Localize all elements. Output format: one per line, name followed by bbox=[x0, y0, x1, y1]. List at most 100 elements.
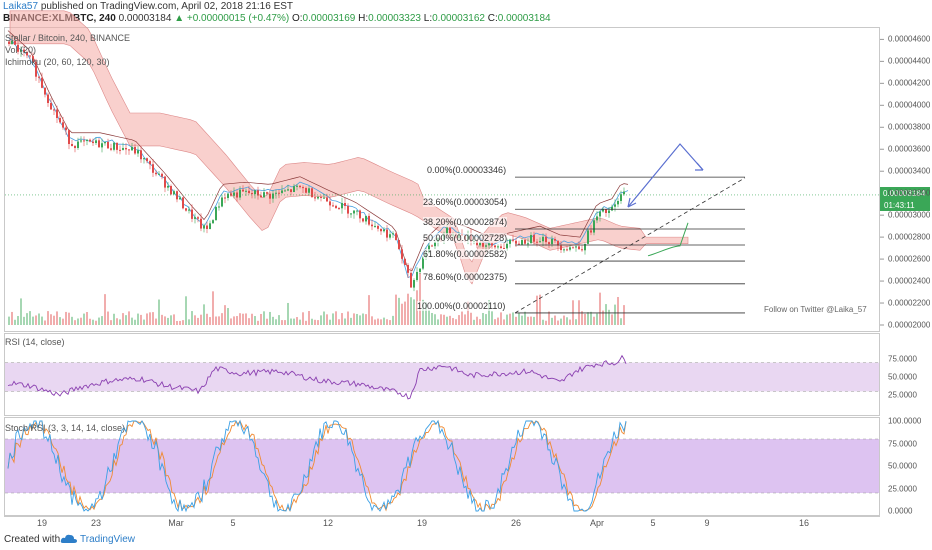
price-axis-label: 0.00002800 bbox=[888, 232, 931, 242]
volume-bar bbox=[293, 318, 295, 325]
volume-bar bbox=[284, 320, 286, 325]
candle-body bbox=[503, 247, 505, 249]
stoch-d-line bbox=[7, 419, 627, 512]
volume-bar bbox=[173, 314, 175, 325]
candle-body bbox=[434, 241, 436, 247]
candle-body bbox=[602, 209, 604, 212]
volume-bar bbox=[83, 313, 85, 325]
candle-body bbox=[215, 206, 217, 221]
stoch-axis-label: 0.0000 bbox=[888, 506, 913, 516]
time-axis-label: 12 bbox=[322, 518, 334, 528]
price-axis-label: 0.00002400 bbox=[888, 276, 931, 286]
candle-body bbox=[317, 196, 319, 199]
volume-bar bbox=[251, 313, 253, 325]
volume-bar bbox=[623, 305, 625, 325]
volume-bar bbox=[278, 315, 280, 325]
rsi-pane[interactable] bbox=[4, 333, 880, 416]
volume-bar bbox=[344, 318, 346, 325]
tradingview-brand[interactable]: TradingView bbox=[80, 534, 136, 545]
volume-bar bbox=[74, 320, 76, 325]
volume-bar bbox=[419, 272, 421, 325]
fib-level-label: 100.00%(0.00002110) bbox=[417, 300, 506, 311]
volume-bar bbox=[608, 309, 610, 325]
candle-body bbox=[272, 193, 274, 199]
volume-bar bbox=[59, 317, 61, 325]
candle-body bbox=[203, 225, 205, 229]
high-label: H: bbox=[358, 13, 369, 24]
volume-bar bbox=[314, 319, 316, 325]
price-axis-label: 0.00002200 bbox=[888, 298, 931, 308]
volume-bar bbox=[617, 296, 619, 325]
volume-bar bbox=[548, 311, 550, 325]
candle-body bbox=[560, 245, 562, 251]
volume-bar bbox=[335, 311, 337, 325]
candle-body bbox=[248, 190, 250, 194]
candle-body bbox=[413, 280, 415, 288]
volume-bar bbox=[593, 316, 595, 325]
candle-body bbox=[128, 149, 130, 151]
stoch-k-line bbox=[7, 419, 627, 513]
volume-bar bbox=[461, 311, 463, 325]
candle-body bbox=[572, 247, 574, 249]
candle-body bbox=[230, 193, 232, 196]
volume-bar bbox=[395, 294, 397, 325]
volume-bar bbox=[620, 318, 622, 325]
volume-bar bbox=[536, 295, 538, 325]
volume-bar bbox=[530, 316, 532, 325]
candle-body bbox=[185, 208, 187, 211]
volume-bar bbox=[398, 297, 400, 325]
rsi-axis-label: 75.0000 bbox=[888, 354, 917, 364]
volume-bar bbox=[209, 317, 211, 325]
volume-bar bbox=[263, 311, 265, 325]
volume-bar bbox=[224, 305, 226, 325]
candle-body bbox=[533, 235, 535, 242]
volume-bar bbox=[338, 319, 340, 325]
volume-bar bbox=[89, 318, 91, 325]
volume-bar bbox=[77, 318, 79, 325]
candle-body bbox=[350, 213, 352, 215]
volume-bar bbox=[47, 311, 49, 325]
volume-bar bbox=[191, 311, 193, 325]
candle-body bbox=[212, 220, 214, 224]
candle-body bbox=[116, 142, 118, 150]
volume-bar bbox=[242, 313, 244, 325]
candle-body bbox=[335, 205, 337, 209]
volume-bar bbox=[356, 313, 358, 325]
candle-body bbox=[239, 189, 241, 198]
volume-bar bbox=[599, 292, 601, 325]
stoch-rsi-pane[interactable] bbox=[4, 417, 880, 516]
volume-bar bbox=[53, 315, 55, 325]
volume-bar bbox=[17, 316, 19, 325]
volume-bar bbox=[467, 301, 469, 325]
candle-body bbox=[494, 245, 496, 248]
candle-body bbox=[401, 249, 403, 259]
candle-body bbox=[590, 230, 592, 233]
candle-body bbox=[89, 139, 91, 142]
volume-bar bbox=[98, 317, 100, 325]
volume-bar bbox=[482, 312, 484, 325]
candle-body bbox=[371, 224, 373, 227]
volume-bar bbox=[71, 316, 73, 325]
volume-bar bbox=[281, 320, 283, 325]
candle-body bbox=[557, 240, 559, 246]
candle-body bbox=[149, 161, 151, 165]
time-axis[interactable] bbox=[4, 516, 880, 517]
candle-body bbox=[536, 241, 538, 243]
volume-bar bbox=[512, 312, 514, 325]
volume-bar bbox=[407, 293, 409, 325]
candle-body bbox=[32, 56, 34, 62]
price-pane[interactable] bbox=[4, 27, 880, 332]
volume-bar bbox=[590, 311, 592, 325]
time-axis-label: 16 bbox=[798, 518, 810, 528]
volume-bar bbox=[503, 319, 505, 325]
author-link[interactable]: Laika57 bbox=[3, 1, 39, 12]
volume-bar bbox=[410, 297, 412, 325]
ichimoku-cloud bbox=[9, 10, 689, 285]
volume-bar bbox=[296, 317, 298, 325]
price-axis-label: 0.00004600 bbox=[888, 34, 931, 44]
price-axis-label: 0.00002600 bbox=[888, 254, 931, 264]
volume-bar bbox=[515, 316, 517, 325]
candle-body bbox=[554, 238, 556, 241]
volume-bar bbox=[167, 317, 169, 325]
volume-bar bbox=[563, 315, 565, 325]
